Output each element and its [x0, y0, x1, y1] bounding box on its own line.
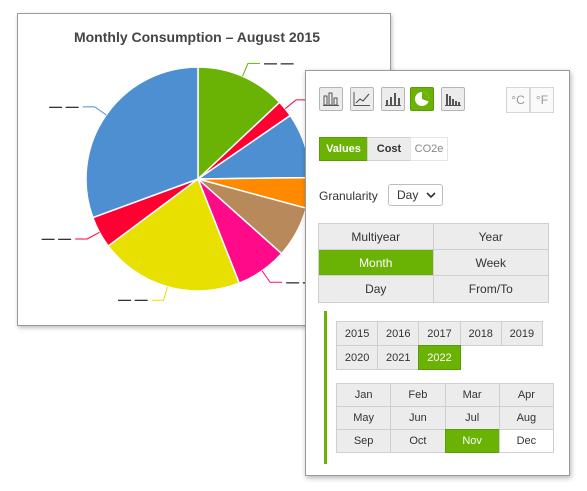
month-jan[interactable]: Jan — [336, 383, 392, 407]
slice-leader-line-7 — [151, 286, 168, 301]
pie-chart-icon — [415, 92, 429, 106]
bar-chart-button[interactable] — [381, 87, 405, 111]
slice-leader-line-8 — [75, 231, 100, 240]
histogram-icon — [445, 94, 461, 106]
year-2017[interactable]: 2017 — [418, 321, 461, 346]
tab-values[interactable]: Values — [319, 137, 368, 161]
bar-chart-icon — [385, 93, 401, 106]
histogram-button[interactable] — [441, 87, 465, 111]
month-sep[interactable]: Sep — [336, 429, 392, 453]
month-apr[interactable]: Apr — [498, 383, 554, 407]
year-2021[interactable]: 2021 — [377, 345, 420, 370]
pie-slice-9[interactable] — [85, 66, 199, 219]
slice-label-7: — — — [118, 292, 148, 307]
month-selector: Jan Feb Mar Apr May Jun Jul Aug Sep Oct … — [336, 383, 554, 453]
month-nov[interactable]: Nov — [444, 429, 500, 453]
period-selector: Multiyear Year Month Week Day From/To — [318, 223, 549, 303]
period-from-to[interactable]: From/To — [433, 276, 548, 302]
month-jul[interactable]: Jul — [444, 406, 500, 430]
chart-title: Monthly Consumption – August 2015 — [73, 29, 321, 45]
year-2019[interactable]: 2019 — [500, 321, 543, 346]
selection-indicator-bar — [324, 311, 327, 464]
period-year[interactable]: Year — [433, 224, 548, 250]
year-selector: 2015 2016 2017 2018 2019 2020 2021 2022 — [336, 321, 543, 370]
granularity-select[interactable]: Day — [388, 184, 443, 206]
line-chart-icon — [353, 92, 370, 106]
slice-label-9: — — — [49, 99, 79, 114]
granularity-label: Granularity — [319, 189, 378, 203]
pie-chart-button[interactable] — [410, 87, 434, 111]
month-jun[interactable]: Jun — [390, 406, 446, 430]
year-2015[interactable]: 2015 — [336, 321, 379, 346]
year-2022[interactable]: 2022 — [418, 345, 461, 370]
slice-leader-line-1 — [242, 62, 260, 77]
month-mar[interactable]: Mar — [444, 383, 500, 407]
fahrenheit-button[interactable]: °F — [530, 87, 554, 113]
line-chart-button[interactable] — [350, 87, 374, 111]
chevron-down-icon — [426, 192, 436, 199]
slice-leader-line-6 — [261, 270, 283, 283]
column-chart-button[interactable] — [319, 87, 343, 111]
month-feb[interactable]: Feb — [390, 383, 446, 407]
tab-co2e[interactable]: CO2e — [410, 137, 448, 161]
month-aug[interactable]: Aug — [498, 406, 554, 430]
column-chart-icon — [323, 92, 339, 106]
year-2016[interactable]: 2016 — [377, 321, 420, 346]
slice-leader-line-9 — [82, 106, 107, 116]
tab-cost[interactable]: Cost — [367, 137, 411, 161]
month-oct[interactable]: Oct — [390, 429, 446, 453]
period-day[interactable]: Day — [319, 276, 434, 302]
period-month[interactable]: Month — [319, 250, 434, 276]
pie-slice-7[interactable] — [107, 177, 241, 292]
chart-settings-panel: °C °F Values Cost CO2e Granularity Day M… — [305, 70, 570, 476]
year-2018[interactable]: 2018 — [459, 321, 502, 346]
period-week[interactable]: Week — [433, 250, 548, 276]
slice-label-8: — — — [42, 231, 72, 246]
slice-leader-line-2 — [284, 99, 309, 110]
month-may[interactable]: May — [336, 406, 392, 430]
celsius-button[interactable]: °C — [506, 87, 530, 113]
slice-label-1: — — — [264, 55, 294, 70]
granularity-value: Day — [397, 188, 419, 202]
year-2020[interactable]: 2020 — [336, 345, 379, 370]
month-dec[interactable]: Dec — [498, 429, 554, 453]
period-multiyear[interactable]: Multiyear — [319, 224, 434, 250]
pie-chart: — —— —— —— —— —— — — [42, 55, 342, 307]
pie-slice-1[interactable] — [197, 66, 281, 181]
